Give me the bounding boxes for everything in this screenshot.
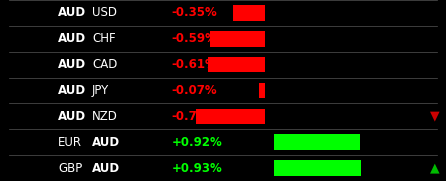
- Bar: [196, 109, 265, 124]
- Text: GBP: GBP: [58, 162, 82, 174]
- Text: -0.59%: -0.59%: [172, 32, 218, 45]
- Text: AUD: AUD: [58, 32, 86, 45]
- Text: AUD: AUD: [58, 7, 86, 19]
- Text: AUD: AUD: [92, 162, 120, 174]
- Text: -0.74%: -0.74%: [172, 110, 218, 123]
- Text: CAD: CAD: [92, 58, 117, 71]
- Text: JPY: JPY: [92, 84, 109, 97]
- Text: ▼: ▼: [430, 110, 440, 123]
- Text: AUD: AUD: [58, 110, 86, 123]
- Text: NZD: NZD: [92, 110, 118, 123]
- Bar: [210, 31, 265, 47]
- Text: +0.93%: +0.93%: [172, 162, 223, 174]
- Bar: [233, 5, 265, 21]
- Text: AUD: AUD: [92, 136, 120, 149]
- Text: AUD: AUD: [58, 84, 86, 97]
- Bar: [208, 57, 265, 72]
- Text: -0.07%: -0.07%: [172, 84, 217, 97]
- Bar: [259, 83, 265, 98]
- Text: +0.92%: +0.92%: [172, 136, 223, 149]
- Bar: [274, 160, 361, 176]
- Text: -0.35%: -0.35%: [172, 7, 218, 19]
- Bar: [274, 134, 360, 150]
- Text: CHF: CHF: [92, 32, 116, 45]
- Text: USD: USD: [92, 7, 117, 19]
- Text: ▲: ▲: [430, 162, 440, 174]
- Text: -0.61%: -0.61%: [172, 58, 218, 71]
- Text: AUD: AUD: [58, 58, 86, 71]
- Text: EUR: EUR: [58, 136, 82, 149]
